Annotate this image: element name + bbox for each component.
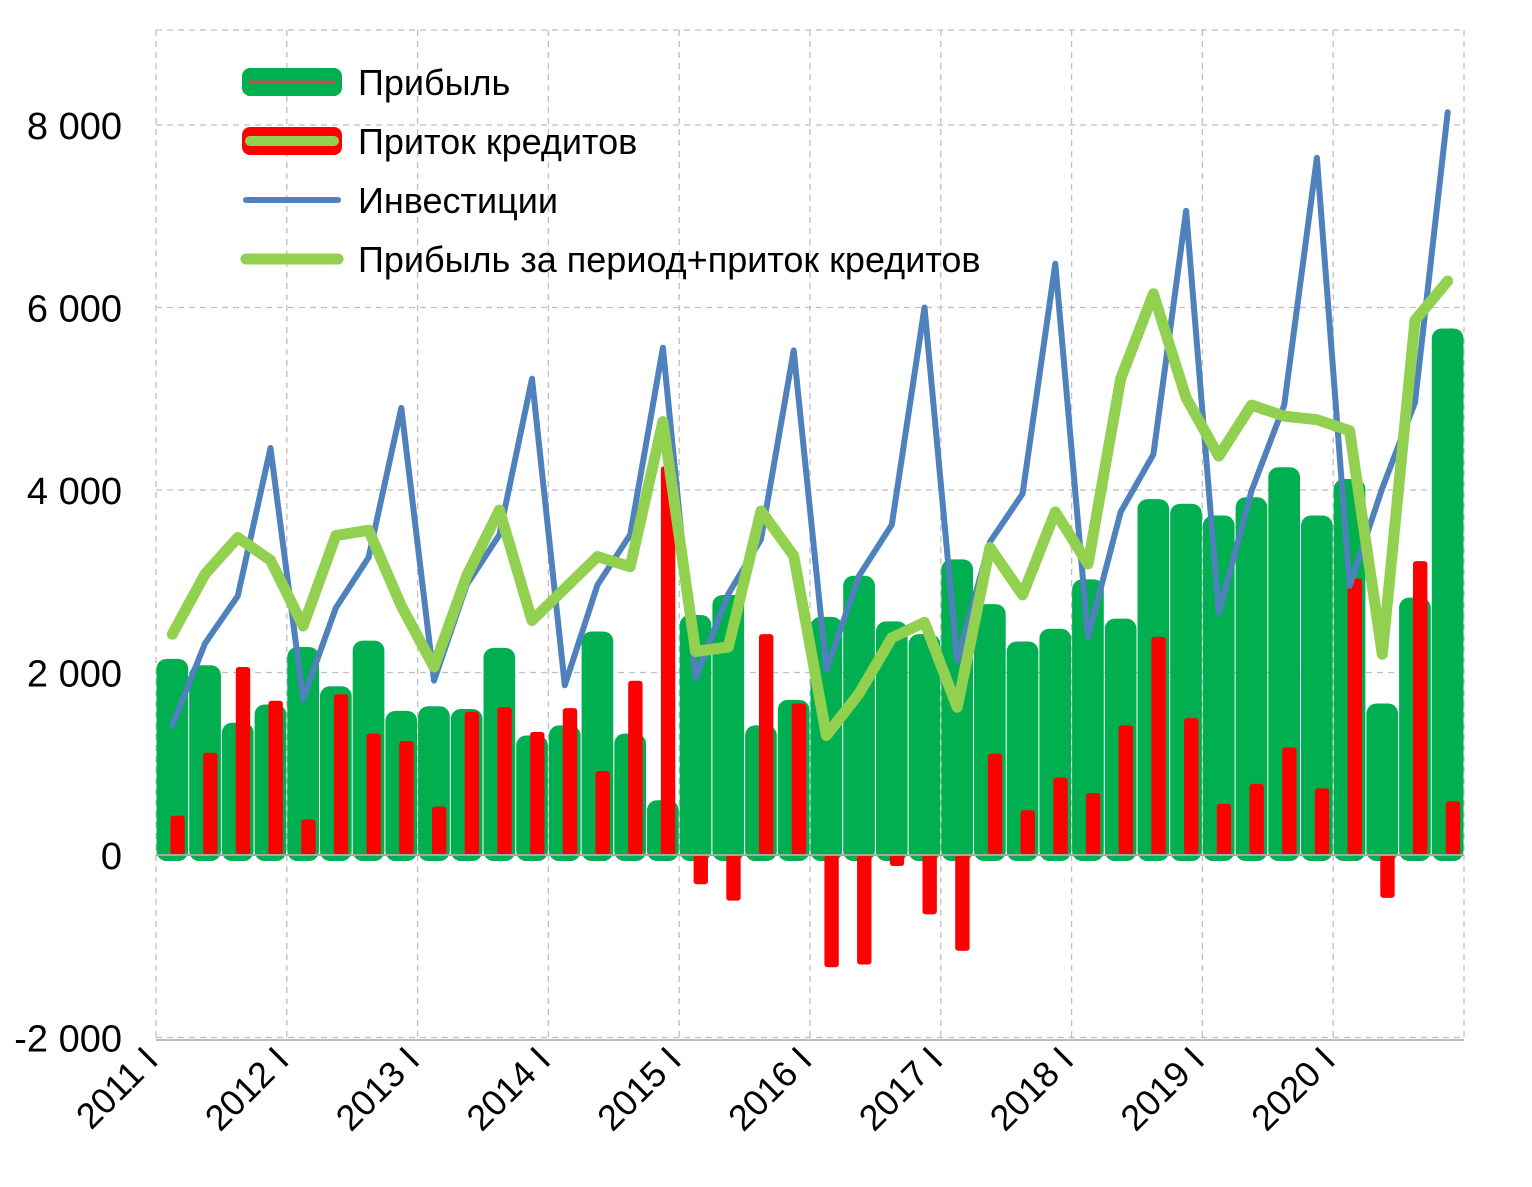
credit-inflow-bar	[824, 855, 839, 968]
credit-inflow-bar	[1347, 578, 1362, 855]
credit-inflow-bar	[464, 711, 480, 855]
y-tick-label: 4 000	[27, 471, 122, 513]
credit-inflow-bar	[889, 855, 905, 866]
credit-inflow-bar	[660, 466, 676, 855]
credit-inflow-bar	[1184, 718, 1199, 855]
profit-bar	[287, 646, 319, 861]
x-tick-label: 2016 I	[720, 1039, 820, 1139]
legend-swatch-credit	[242, 127, 342, 155]
credit-inflow-bar	[1118, 725, 1134, 855]
profit-bar	[1072, 579, 1104, 861]
x-tick-label: 2019 I	[1112, 1039, 1212, 1139]
legend-label: Приток кредитов	[358, 121, 637, 162]
credit-inflow-bar	[595, 771, 610, 855]
legend-item: Приток кредитов	[242, 121, 637, 162]
credit-inflow-bar	[431, 806, 447, 855]
credit-inflow-bar	[628, 680, 643, 855]
credit-inflow-bar	[987, 753, 1003, 855]
credit-inflow-bar	[1216, 803, 1232, 855]
profit-bar	[1431, 328, 1464, 861]
x-tick-label: 2012 I	[197, 1039, 297, 1139]
y-tick-label: -2 000	[14, 1019, 122, 1061]
credit-inflow-bar	[1151, 636, 1166, 855]
legend-label: Прибыль за период+приток кредитов	[358, 239, 981, 280]
credit-inflow-bar	[693, 855, 708, 885]
credit-inflow-bar	[1085, 792, 1101, 855]
legend-swatch-profit	[242, 68, 342, 96]
credit-inflow-bars	[170, 466, 1461, 968]
credit-inflow-bar	[333, 694, 349, 855]
profit-bar	[1006, 641, 1039, 861]
profit-bar	[843, 575, 875, 861]
profit-bar	[908, 634, 941, 861]
profit-bar	[712, 594, 745, 861]
credit-inflow-bar	[1380, 855, 1395, 898]
x-tick-label: 2017 I	[851, 1039, 951, 1139]
credit-inflow-bar	[955, 855, 970, 951]
profit-bar	[875, 621, 908, 861]
credit-inflow-bar	[268, 700, 283, 855]
lines	[166, 109, 1454, 741]
credit-inflow-bar	[726, 855, 741, 901]
credit-inflow-bar	[1445, 801, 1461, 855]
credit-inflow-bar	[791, 703, 807, 855]
x-tick-label: 2020 I	[1243, 1039, 1343, 1139]
credit-inflow-bar	[922, 855, 937, 915]
legend-item: Прибыль за период+приток кредитов	[240, 239, 981, 280]
legend-label: Прибыль	[358, 62, 510, 103]
legend-item: Инвестиции	[243, 180, 558, 221]
x-tick-label: 2018 I	[981, 1039, 1081, 1139]
credit-inflow-bar	[857, 855, 872, 965]
credit-inflow-bar	[170, 815, 185, 855]
legend-label: Инвестиции	[358, 180, 558, 221]
profit-plus-credit-line	[166, 275, 1454, 741]
y-tick-label: 6 000	[27, 289, 122, 331]
profit-bar	[1202, 515, 1235, 861]
credit-inflow-bar	[1249, 783, 1264, 855]
y-tick-label: 8 000	[27, 106, 122, 148]
credit-inflow-bar	[1314, 788, 1330, 855]
x-tick-label: 2015 I	[589, 1039, 689, 1139]
legend-item: Прибыль	[242, 62, 510, 103]
investment-line	[169, 109, 1451, 729]
x-tick-label: 2013 I	[327, 1039, 427, 1139]
profit-bar	[1366, 703, 1399, 861]
credit-inflow-bar	[366, 733, 381, 855]
credit-inflow-bar	[1020, 810, 1035, 855]
profit-bar	[1301, 515, 1333, 861]
credit-inflow-bar	[1412, 561, 1428, 855]
legend: Прибыль Приток кредитов Инвестиции Прибыль …	[240, 62, 981, 280]
y-tick-label: 2 000	[27, 654, 122, 696]
credit-inflow-bar	[235, 667, 251, 855]
credit-inflow-bar	[301, 819, 316, 855]
y-tick-label: 0	[101, 836, 122, 878]
credit-inflow-bar	[203, 752, 218, 855]
credit-inflow-bar	[497, 707, 512, 855]
x-tick-label: 2014 I	[458, 1039, 558, 1139]
credit-inflow-bar	[562, 708, 578, 855]
credit-inflow-bar	[1282, 747, 1297, 855]
profit-bar	[679, 615, 712, 861]
credit-inflow-bar	[530, 731, 545, 855]
profit-bar	[1235, 497, 1268, 861]
credit-inflow-bar	[758, 634, 774, 855]
credit-inflow-bar	[399, 740, 414, 855]
credit-inflow-bar	[1053, 777, 1068, 855]
